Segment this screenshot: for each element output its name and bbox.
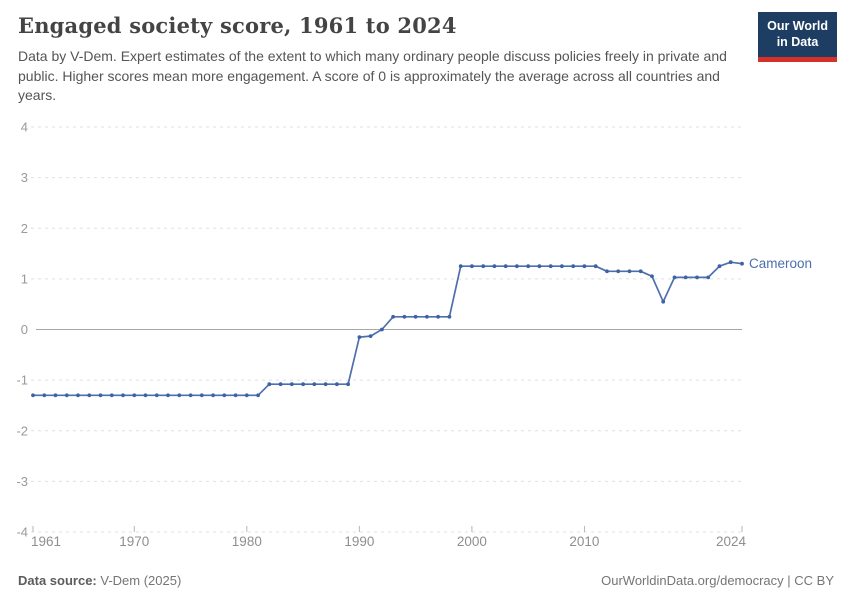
chart-title: Engaged society score, 1961 to 2024 bbox=[18, 13, 457, 38]
x-tick-label: 2000 bbox=[457, 534, 487, 549]
data-point[interactable] bbox=[672, 275, 677, 280]
data-point[interactable] bbox=[627, 269, 632, 274]
data-point[interactable] bbox=[425, 314, 429, 319]
data-point[interactable] bbox=[177, 393, 182, 398]
data-point[interactable] bbox=[447, 314, 452, 319]
data-point[interactable] bbox=[211, 393, 216, 398]
x-tick-label: 1980 bbox=[232, 534, 262, 549]
y-tick-label: -3 bbox=[16, 474, 28, 489]
data-point[interactable] bbox=[42, 393, 47, 398]
series-label: Cameroon bbox=[749, 256, 812, 271]
data-point[interactable] bbox=[571, 264, 576, 269]
x-tick-label: 1961 bbox=[31, 534, 61, 549]
data-point[interactable] bbox=[593, 264, 598, 269]
data-point[interactable] bbox=[368, 334, 373, 338]
y-tick-label: -2 bbox=[16, 423, 28, 438]
y-tick-label: 2 bbox=[21, 221, 28, 236]
data-point[interactable] bbox=[154, 393, 159, 398]
data-point[interactable] bbox=[526, 264, 531, 269]
data-point[interactable] bbox=[413, 314, 418, 319]
y-tick-label: -4 bbox=[16, 525, 28, 540]
data-point[interactable] bbox=[323, 382, 328, 387]
x-tick-label: 1970 bbox=[119, 534, 149, 549]
data-point[interactable] bbox=[503, 264, 508, 269]
data-point[interactable] bbox=[650, 274, 654, 279]
data-point[interactable] bbox=[548, 264, 553, 269]
x-tick-label: 2024 bbox=[716, 534, 747, 549]
chart-footer: Data source: V-Dem (2025) OurWorldinData… bbox=[18, 573, 834, 588]
data-source-value: V-Dem (2025) bbox=[96, 573, 182, 588]
data-point[interactable] bbox=[582, 264, 587, 269]
owid-logo[interactable]: Our World in Data bbox=[758, 12, 837, 62]
data-point[interactable] bbox=[728, 260, 733, 265]
data-point[interactable] bbox=[98, 393, 103, 398]
data-point[interactable] bbox=[267, 382, 272, 387]
data-point[interactable] bbox=[391, 314, 395, 319]
y-tick-label: 1 bbox=[21, 271, 28, 286]
data-point[interactable] bbox=[683, 275, 688, 280]
y-tick-label: -1 bbox=[16, 373, 28, 388]
data-point[interactable] bbox=[638, 269, 643, 274]
y-tick-label: 4 bbox=[21, 120, 28, 135]
data-point[interactable] bbox=[121, 393, 125, 398]
chart-subtitle: Data by V-Dem. Expert estimates of the e… bbox=[18, 48, 727, 104]
data-source: Data source: V-Dem (2025) bbox=[18, 573, 181, 588]
data-point[interactable] bbox=[560, 264, 564, 269]
data-point[interactable] bbox=[289, 382, 294, 387]
data-point[interactable] bbox=[301, 382, 305, 387]
y-tick-label: 0 bbox=[21, 322, 28, 337]
credit-link[interactable]: OurWorldinData.org/democracy | CC BY bbox=[601, 573, 834, 588]
data-point[interactable] bbox=[31, 393, 35, 398]
series-line-cameroon[interactable] bbox=[32, 261, 743, 397]
data-point[interactable] bbox=[357, 335, 362, 339]
data-point[interactable] bbox=[492, 264, 497, 269]
data-point[interactable] bbox=[706, 275, 711, 280]
data-point[interactable] bbox=[661, 299, 666, 304]
data-point[interactable] bbox=[380, 327, 384, 332]
data-point[interactable] bbox=[470, 264, 474, 269]
data-point[interactable] bbox=[53, 393, 58, 398]
data-point[interactable] bbox=[199, 393, 204, 398]
data-point[interactable] bbox=[222, 393, 227, 398]
x-tick-label: 2010 bbox=[569, 534, 599, 549]
data-point[interactable] bbox=[605, 269, 609, 274]
data-point[interactable] bbox=[64, 393, 69, 398]
data-source-label: Data source: bbox=[18, 573, 97, 588]
data-point[interactable] bbox=[717, 264, 722, 269]
data-point[interactable] bbox=[256, 393, 260, 398]
data-point[interactable] bbox=[436, 314, 440, 319]
data-point[interactable] bbox=[109, 393, 114, 398]
data-point[interactable] bbox=[537, 264, 542, 269]
data-point[interactable] bbox=[312, 382, 317, 387]
data-point[interactable] bbox=[76, 393, 80, 398]
x-tick-label: 1990 bbox=[344, 534, 374, 549]
data-point[interactable] bbox=[87, 393, 92, 398]
data-point[interactable] bbox=[166, 393, 170, 398]
data-point[interactable] bbox=[740, 261, 744, 266]
owid-logo-line1: Our World bbox=[767, 19, 828, 33]
data-point[interactable] bbox=[244, 393, 249, 398]
data-point[interactable] bbox=[402, 314, 407, 319]
data-point[interactable] bbox=[616, 269, 621, 274]
data-point[interactable] bbox=[515, 264, 519, 269]
data-point[interactable] bbox=[335, 382, 339, 387]
owid-logo-line2: in Data bbox=[776, 35, 819, 50]
data-point[interactable] bbox=[233, 393, 238, 398]
data-point[interactable] bbox=[346, 382, 350, 387]
data-point[interactable] bbox=[188, 393, 193, 398]
data-point[interactable] bbox=[458, 264, 463, 269]
data-point[interactable] bbox=[143, 393, 148, 398]
data-point[interactable] bbox=[695, 275, 699, 280]
data-point[interactable] bbox=[278, 382, 283, 387]
data-point[interactable] bbox=[132, 393, 137, 398]
chart-header: Engaged society score, 1961 to 2024 Data… bbox=[18, 13, 758, 106]
y-tick-label: 3 bbox=[21, 170, 28, 185]
data-point[interactable] bbox=[481, 264, 486, 269]
